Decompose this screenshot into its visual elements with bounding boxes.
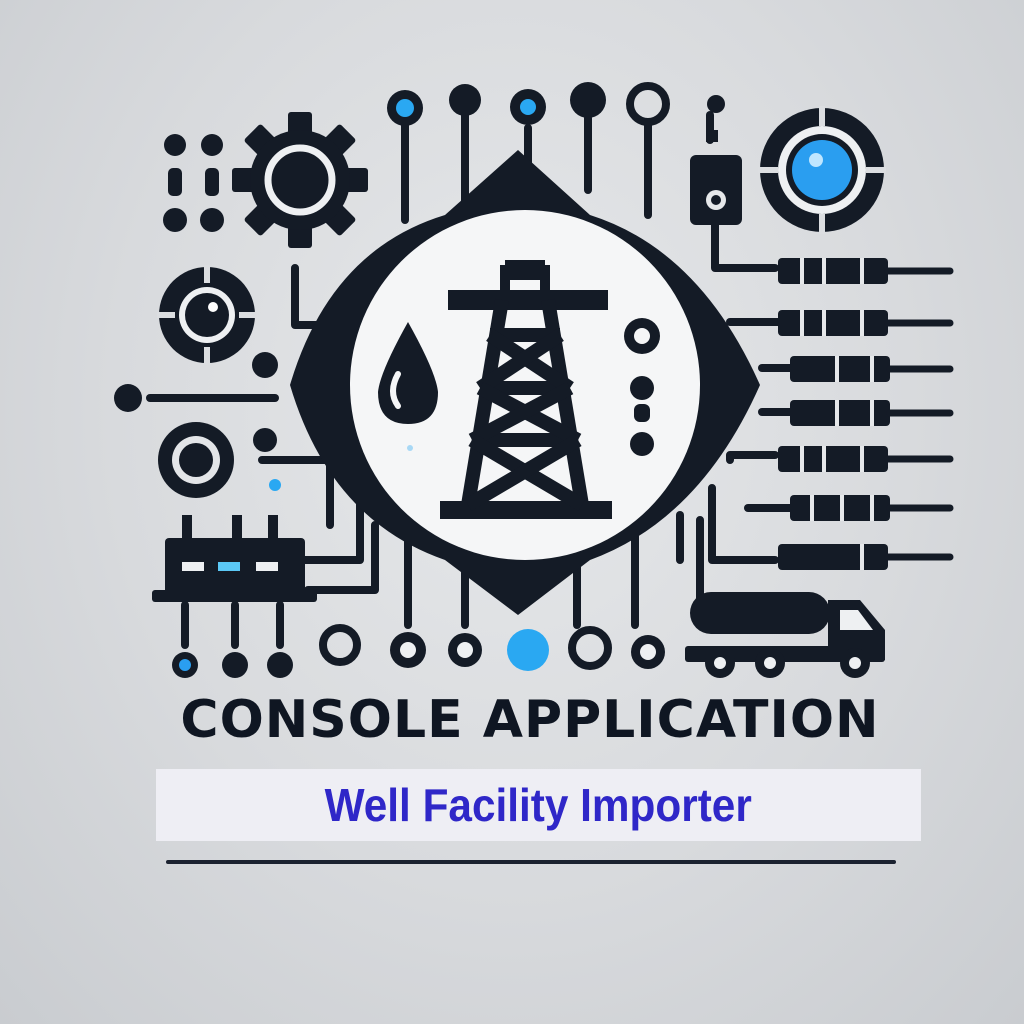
node-icon xyxy=(624,318,660,456)
app-subtitle: Well Facility Importer xyxy=(324,779,753,831)
node-icon xyxy=(114,134,278,452)
target-icon xyxy=(157,265,257,365)
target-icon xyxy=(758,106,886,234)
sensor-component-icon xyxy=(690,155,742,225)
app-heading: CONSOLE APPLICATION xyxy=(180,690,880,750)
oil-derrick-icon xyxy=(440,260,612,519)
bottom-divider xyxy=(166,860,896,864)
gear-icon xyxy=(232,112,368,248)
node-icon xyxy=(172,624,665,678)
target-icon xyxy=(158,422,234,498)
connector-bars xyxy=(778,258,954,570)
oil-drop-icon xyxy=(378,322,438,451)
subtitle-banner: Well Facility Importer xyxy=(156,769,921,841)
tanker-truck-icon xyxy=(685,592,885,678)
node-icon xyxy=(387,82,725,142)
rack-component-icon xyxy=(152,515,317,602)
